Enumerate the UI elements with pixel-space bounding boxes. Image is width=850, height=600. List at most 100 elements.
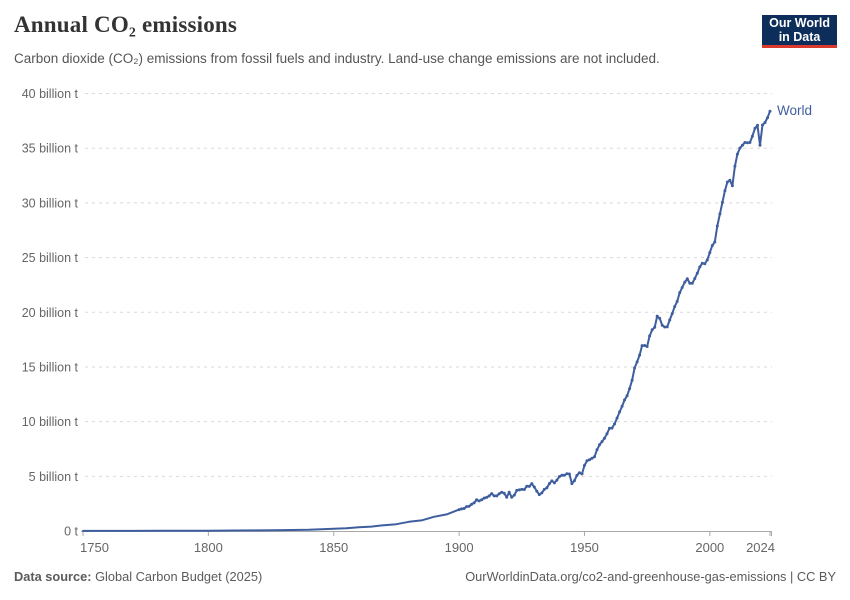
world-series-label[interactable]: World <box>777 103 812 118</box>
data-point <box>547 482 551 486</box>
data-point <box>725 180 729 184</box>
x-tick-label: 1950 <box>570 540 599 555</box>
data-point <box>680 286 684 289</box>
data-point <box>580 472 584 476</box>
data-point <box>610 426 614 430</box>
data-point <box>655 314 659 318</box>
data-point <box>487 494 491 498</box>
data-point <box>648 334 652 338</box>
data-point <box>630 378 634 382</box>
data-point <box>623 398 627 402</box>
data-point <box>753 126 757 130</box>
data-point <box>527 484 531 488</box>
data-point <box>708 251 712 255</box>
data-point <box>613 422 616 426</box>
data-point <box>728 178 732 182</box>
data-point <box>462 507 466 510</box>
data-point <box>520 487 524 491</box>
data-point <box>485 495 489 499</box>
data-point <box>552 481 556 485</box>
y-tick-label: 5 billion t <box>29 470 79 484</box>
data-point <box>482 496 486 500</box>
data-point <box>643 344 647 347</box>
data-point <box>710 244 714 247</box>
data-point <box>497 492 501 496</box>
data-point <box>620 404 624 408</box>
data-point <box>537 493 541 497</box>
chart-footer: Data source: Global Carbon Budget (2025)… <box>14 569 836 584</box>
data-point <box>640 344 644 348</box>
data-point <box>700 261 704 265</box>
data-point <box>625 394 629 398</box>
footer-url[interactable]: OurWorldinData.org/co2-and-greenhouse-ga… <box>465 569 836 584</box>
y-tick-label: 10 billion t <box>22 415 79 429</box>
data-point <box>512 493 516 497</box>
data-source: Data source: Global Carbon Budget (2025) <box>14 569 262 584</box>
data-point <box>542 487 546 491</box>
y-tick-label: 40 billion t <box>22 87 79 101</box>
data-point <box>668 318 672 322</box>
data-point <box>705 258 709 262</box>
data-point <box>600 440 604 444</box>
data-point <box>517 488 521 492</box>
data-point <box>663 325 667 329</box>
data-point <box>515 488 519 492</box>
data-point <box>505 495 509 499</box>
data-point <box>756 123 759 127</box>
data-point <box>745 141 749 145</box>
x-tick-label: 1750 <box>80 540 109 555</box>
data-point <box>743 141 747 144</box>
data-point <box>550 479 554 483</box>
data-point <box>585 459 589 463</box>
data-point <box>467 504 471 508</box>
data-point <box>693 277 697 280</box>
data-point <box>673 305 677 309</box>
data-point <box>590 456 594 460</box>
data-point <box>472 501 476 505</box>
data-point <box>588 458 591 462</box>
data-point <box>570 482 574 486</box>
data-point <box>522 488 526 491</box>
data-point <box>750 134 754 138</box>
page-title: Annual CO₂ emissions <box>14 12 238 37</box>
world-series-line[interactable] <box>82 110 771 532</box>
data-point <box>535 489 539 493</box>
data-point <box>703 262 707 266</box>
data-point <box>650 328 654 332</box>
y-tick-label: 25 billion t <box>22 251 79 265</box>
data-point <box>768 109 772 113</box>
owid-logo[interactable]: Our World in Data <box>762 15 837 48</box>
data-point <box>665 325 669 329</box>
data-point <box>525 484 529 488</box>
data-point <box>658 316 662 320</box>
data-point <box>500 490 504 494</box>
data-point <box>593 455 596 459</box>
data-point <box>575 473 579 477</box>
data-point <box>490 492 494 496</box>
data-point <box>678 291 682 295</box>
data-point <box>605 432 609 436</box>
data-point <box>457 508 461 512</box>
data-point <box>495 494 499 498</box>
data-point <box>763 121 767 124</box>
data-point <box>618 410 622 414</box>
x-tick-label: 2024 <box>746 540 775 555</box>
x-tick-label: 2000 <box>695 540 724 555</box>
data-point <box>460 507 464 511</box>
data-point <box>595 448 599 452</box>
y-tick-label: 20 billion t <box>22 306 79 320</box>
data-point <box>562 473 566 477</box>
data-point <box>758 143 762 147</box>
data-point <box>675 299 679 303</box>
y-tick-label: 0 t <box>64 525 78 539</box>
data-point <box>766 116 769 120</box>
data-point <box>492 494 496 498</box>
data-point <box>685 277 689 281</box>
data-point <box>720 200 724 204</box>
owid-logo-line1: Our World <box>769 16 830 30</box>
data-point <box>635 360 639 364</box>
data-point <box>670 312 674 316</box>
data-point <box>730 184 734 188</box>
data-point <box>738 146 742 150</box>
